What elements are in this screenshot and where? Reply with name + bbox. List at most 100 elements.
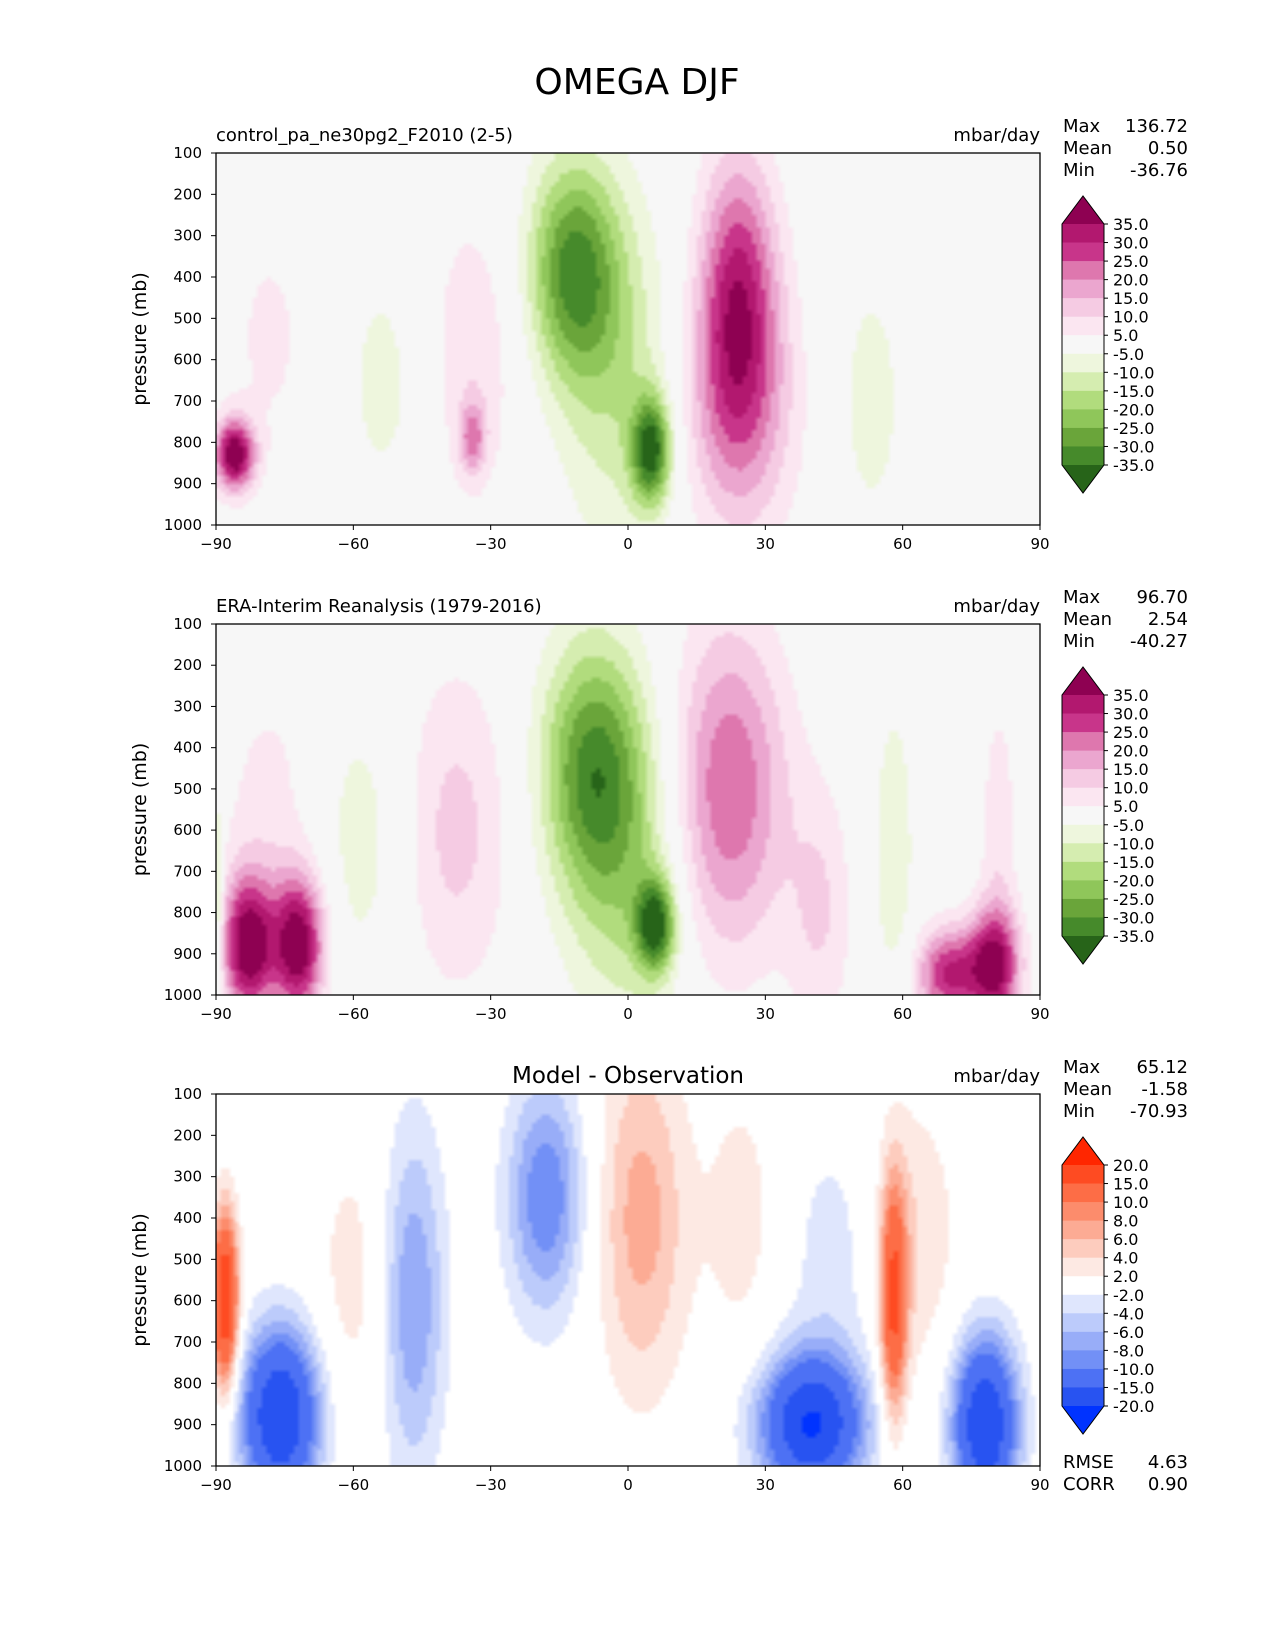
colorbar-label: 6.0 bbox=[1113, 1230, 1138, 1249]
panel-2: −90 −60 −30 0 30 60 90 100 200 300 400 500 600 700 800… bbox=[129, 587, 1188, 1023]
stat-label: Mean bbox=[1063, 1079, 1112, 1100]
x-tick-label: 90 bbox=[1030, 535, 1049, 553]
colorbar-label: -20.0 bbox=[1113, 400, 1154, 419]
colorbar-label: -5.0 bbox=[1113, 345, 1144, 364]
y-tick-label: 100 bbox=[173, 144, 202, 162]
x-tick-label: −30 bbox=[475, 1005, 507, 1023]
colorbar-bin bbox=[1062, 242, 1104, 262]
y-tick-label: 600 bbox=[173, 821, 202, 839]
stat-label: Max bbox=[1063, 1057, 1101, 1078]
y-tick-label: 900 bbox=[173, 1416, 202, 1434]
y-tick-label: 500 bbox=[173, 780, 202, 798]
colorbar-bin bbox=[1062, 1313, 1104, 1333]
colorbar-label: 5.0 bbox=[1113, 326, 1138, 345]
colorbar-label: 25.0 bbox=[1113, 723, 1149, 742]
colorbar: 35.030.025.020.015.010.05.0-5.0-10.0-15.… bbox=[1061, 195, 1154, 494]
field-1 bbox=[216, 153, 1040, 525]
colorbar-label: 15.0 bbox=[1113, 289, 1149, 308]
colorbar-bin bbox=[1062, 427, 1104, 447]
y-tick-label: 700 bbox=[173, 862, 202, 880]
colorbar-label: -2.0 bbox=[1113, 1286, 1144, 1305]
y-tick-label: 300 bbox=[173, 227, 202, 245]
stat-label: Mean bbox=[1063, 609, 1112, 630]
y-tick-label: 400 bbox=[173, 739, 202, 757]
stat-value: -40.27 bbox=[1130, 631, 1188, 652]
bottom-stat-value: 4.63 bbox=[1148, 1452, 1188, 1473]
x-tick-label: 30 bbox=[756, 1005, 775, 1023]
panel-title: control_pa_ne30pg2_F2010 (2-5) bbox=[216, 125, 513, 146]
y-tick-label: 200 bbox=[173, 185, 202, 203]
y-tick-label: 400 bbox=[173, 1209, 202, 1227]
colorbar-bin bbox=[1062, 298, 1104, 318]
colorbar-label: -10.0 bbox=[1113, 834, 1154, 853]
x-tick-label: −90 bbox=[200, 535, 232, 553]
colorbar-label: 35.0 bbox=[1113, 215, 1149, 234]
x-tick-label: −30 bbox=[475, 535, 507, 553]
colorbar-label: -4.0 bbox=[1113, 1304, 1144, 1323]
x-tick-label: 30 bbox=[756, 1476, 775, 1494]
colorbar-bin bbox=[1062, 732, 1104, 752]
colorbar-bin bbox=[1062, 390, 1104, 410]
x-tick-label: 60 bbox=[893, 535, 912, 553]
x-tick-label: −60 bbox=[338, 535, 370, 553]
colorbar-label: 30.0 bbox=[1113, 234, 1149, 253]
colorbar-bin bbox=[1062, 1294, 1104, 1314]
panel-3: −90 −60 −30 0 30 60 90 100 200 300 400 500 600 700 800… bbox=[129, 1057, 1188, 1495]
colorbar-bin bbox=[1062, 695, 1104, 714]
bottom-stat-label: RMSE bbox=[1063, 1452, 1114, 1473]
colorbar-label: 25.0 bbox=[1113, 252, 1149, 271]
stat-value: 2.54 bbox=[1148, 609, 1188, 630]
colorbar-bin bbox=[1062, 917, 1104, 937]
units-label: mbar/day bbox=[953, 596, 1040, 617]
colorbar: 35.030.025.020.015.010.05.0-5.0-10.0-15.… bbox=[1061, 666, 1154, 965]
y-tick-label: 1000 bbox=[164, 516, 202, 534]
stat-label: Mean bbox=[1063, 138, 1112, 159]
y-axis-label: pressure (mb) bbox=[129, 272, 151, 406]
y-tick-label: 800 bbox=[173, 1374, 202, 1392]
y-tick-label: 300 bbox=[173, 1168, 202, 1186]
colorbar-label: -20.0 bbox=[1113, 1397, 1154, 1416]
y-tick-label: 200 bbox=[173, 1126, 202, 1144]
x-tick-label: −90 bbox=[200, 1476, 232, 1494]
colorbar-label: 10.0 bbox=[1113, 308, 1149, 327]
colorbar-bin bbox=[1062, 372, 1104, 392]
colorbar-extend-max bbox=[1062, 196, 1104, 224]
colorbar-label: -15.0 bbox=[1113, 1378, 1154, 1397]
colorbar-label: -20.0 bbox=[1113, 871, 1154, 890]
colorbar-bin bbox=[1062, 1331, 1104, 1351]
field-3 bbox=[216, 1094, 1040, 1466]
colorbar-bin bbox=[1062, 224, 1104, 243]
x-tick-label: −60 bbox=[338, 1005, 370, 1023]
panel-title: ERA-Interim Reanalysis (1979-2016) bbox=[216, 596, 542, 617]
colorbar-label: -10.0 bbox=[1113, 1360, 1154, 1379]
colorbar-label: -15.0 bbox=[1113, 853, 1154, 872]
colorbar-label: 30.0 bbox=[1113, 705, 1149, 724]
x-tick-label: 90 bbox=[1030, 1005, 1049, 1023]
colorbar-label: 20.0 bbox=[1113, 1156, 1149, 1175]
colorbar-label: 10.0 bbox=[1113, 1193, 1149, 1212]
colorbar-label: -5.0 bbox=[1113, 816, 1144, 835]
colorbar-bin bbox=[1062, 335, 1104, 355]
colorbar-label: 5.0 bbox=[1113, 797, 1138, 816]
figure-title: OMEGA DJF bbox=[534, 62, 739, 103]
field-2 bbox=[216, 624, 1040, 995]
colorbar-label: -35.0 bbox=[1113, 456, 1154, 475]
colorbar-label: 15.0 bbox=[1113, 1175, 1149, 1194]
colorbar-label: -35.0 bbox=[1113, 927, 1154, 946]
colorbar-label: 35.0 bbox=[1113, 686, 1149, 705]
x-tick-label: 0 bbox=[623, 535, 633, 553]
colorbar-bin bbox=[1062, 316, 1104, 336]
panel-title: Model - Observation bbox=[512, 1063, 744, 1089]
x-tick-label: 0 bbox=[623, 1005, 633, 1023]
colorbar-bin bbox=[1062, 806, 1104, 826]
x-tick-label: −60 bbox=[338, 1476, 370, 1494]
bottom-stat-value: 0.90 bbox=[1148, 1474, 1188, 1495]
panels: −90 −60 −30 0 30 60 90100200300400500600700800… bbox=[129, 116, 1188, 1495]
stat-label: Max bbox=[1063, 116, 1101, 137]
colorbar-label: -10.0 bbox=[1113, 363, 1154, 382]
colorbar-label: -25.0 bbox=[1113, 890, 1154, 909]
colorbar-label: -30.0 bbox=[1113, 908, 1154, 927]
colorbar-bin bbox=[1062, 898, 1104, 918]
stat-value: 96.70 bbox=[1136, 587, 1188, 608]
y-tick-label: 900 bbox=[173, 475, 202, 493]
